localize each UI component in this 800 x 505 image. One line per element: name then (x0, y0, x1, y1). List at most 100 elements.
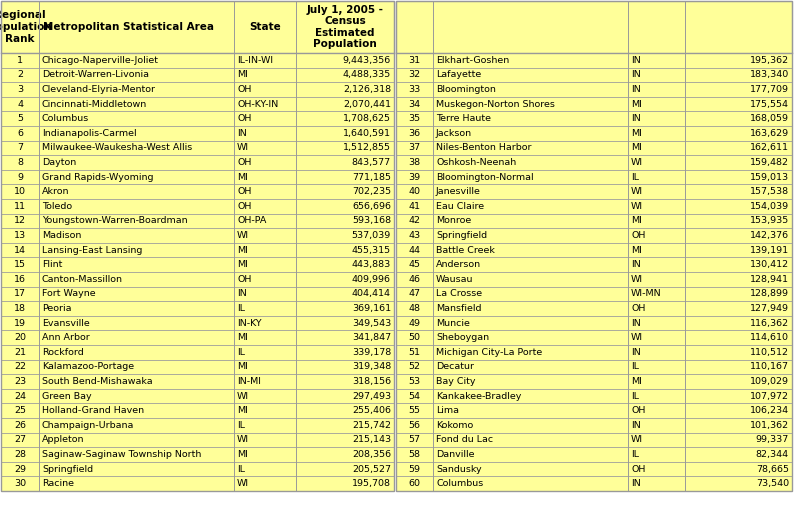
Bar (396, 301, 792, 316)
Bar (1, 447, 394, 462)
Text: WI: WI (631, 187, 643, 196)
Text: 7: 7 (17, 143, 23, 153)
Bar (1, 170, 394, 184)
Text: Kalamazoo-Portage: Kalamazoo-Portage (42, 363, 134, 371)
Text: 163,629: 163,629 (750, 129, 789, 138)
Text: IL: IL (631, 173, 639, 182)
Bar (396, 140, 792, 155)
Text: 843,577: 843,577 (352, 158, 391, 167)
Text: OH: OH (237, 187, 251, 196)
Text: 5: 5 (17, 114, 23, 123)
Text: 46: 46 (409, 275, 421, 284)
Text: 22: 22 (14, 363, 26, 371)
Text: 45: 45 (409, 260, 421, 269)
Bar (1, 272, 394, 287)
Text: 157,538: 157,538 (750, 187, 789, 196)
Text: Muncie: Muncie (436, 319, 470, 328)
Text: 13: 13 (14, 231, 26, 240)
Text: 1,512,855: 1,512,855 (343, 143, 391, 153)
Text: OH: OH (631, 304, 646, 313)
Text: 175,554: 175,554 (750, 99, 789, 109)
Bar (1, 316, 394, 330)
Text: 30: 30 (14, 479, 26, 488)
Text: 195,362: 195,362 (750, 56, 789, 65)
Text: 51: 51 (409, 348, 421, 357)
Text: 159,482: 159,482 (750, 158, 789, 167)
Text: 9: 9 (17, 173, 23, 182)
Text: WI: WI (237, 391, 249, 400)
Text: Flint: Flint (42, 260, 62, 269)
Text: Rockford: Rockford (42, 348, 84, 357)
Text: 339,178: 339,178 (352, 348, 391, 357)
Text: 183,340: 183,340 (750, 70, 789, 79)
Bar (1, 53, 394, 68)
Text: 255,406: 255,406 (352, 406, 391, 415)
Text: IN: IN (631, 70, 641, 79)
Text: 38: 38 (409, 158, 421, 167)
Text: Janesville: Janesville (436, 187, 481, 196)
Text: 205,527: 205,527 (352, 465, 391, 474)
Bar (396, 112, 792, 126)
Bar (1, 360, 394, 374)
Bar (1, 389, 394, 403)
Text: 128,941: 128,941 (750, 275, 789, 284)
Text: 26: 26 (14, 421, 26, 430)
Bar (1, 433, 394, 447)
Bar (1, 68, 394, 82)
Text: IN: IN (631, 348, 641, 357)
Text: 57: 57 (409, 435, 421, 444)
Text: Ann Arbor: Ann Arbor (42, 333, 90, 342)
Bar (1, 418, 394, 433)
Text: 656,696: 656,696 (352, 202, 391, 211)
Text: Cleveland-Elyria-Mentor: Cleveland-Elyria-Mentor (42, 85, 156, 94)
Text: IL: IL (237, 465, 245, 474)
Bar (1, 287, 394, 301)
Text: 12: 12 (14, 217, 26, 225)
Text: Youngstown-Warren-Boardman: Youngstown-Warren-Boardman (42, 217, 188, 225)
Bar (396, 243, 792, 258)
Bar (396, 68, 792, 82)
Bar (396, 360, 792, 374)
Text: 8: 8 (17, 158, 23, 167)
Text: Niles-Benton Harbor: Niles-Benton Harbor (436, 143, 531, 153)
Text: July 1, 2005 -
Census
Estimated
Population: July 1, 2005 - Census Estimated Populati… (306, 5, 383, 49)
Text: 1,708,625: 1,708,625 (343, 114, 391, 123)
Text: Green Bay: Green Bay (42, 391, 92, 400)
Text: 110,167: 110,167 (750, 363, 789, 371)
Text: 153,935: 153,935 (750, 217, 789, 225)
Text: Lima: Lima (436, 406, 459, 415)
Text: 58: 58 (409, 450, 421, 459)
Text: 49: 49 (409, 319, 421, 328)
Text: OH-KY-IN: OH-KY-IN (237, 99, 278, 109)
Text: Jackson: Jackson (436, 129, 472, 138)
Bar (396, 214, 792, 228)
Text: 1,640,591: 1,640,591 (343, 129, 391, 138)
Text: OH: OH (237, 202, 251, 211)
Text: Bay City: Bay City (436, 377, 475, 386)
Text: 409,996: 409,996 (352, 275, 391, 284)
Text: 116,362: 116,362 (750, 319, 789, 328)
Bar (396, 345, 792, 360)
Text: 32: 32 (409, 70, 421, 79)
Text: 10: 10 (14, 187, 26, 196)
Text: WI: WI (237, 143, 249, 153)
Text: 43: 43 (409, 231, 421, 240)
Text: Indianapolis-Carmel: Indianapolis-Carmel (42, 129, 137, 138)
Text: 443,883: 443,883 (352, 260, 391, 269)
Text: Decatur: Decatur (436, 363, 474, 371)
Text: 27: 27 (14, 435, 26, 444)
Text: 109,029: 109,029 (750, 377, 789, 386)
Text: South Bend-Mishawaka: South Bend-Mishawaka (42, 377, 153, 386)
Text: IN: IN (631, 85, 641, 94)
Text: OH-PA: OH-PA (237, 217, 266, 225)
Bar (396, 1, 792, 491)
Text: 2: 2 (17, 70, 23, 79)
Text: IN-KY: IN-KY (237, 319, 262, 328)
Bar (396, 258, 792, 272)
Text: 215,143: 215,143 (352, 435, 391, 444)
Text: MI: MI (237, 260, 248, 269)
Bar (396, 374, 792, 389)
Text: 537,039: 537,039 (352, 231, 391, 240)
Text: 60: 60 (409, 479, 421, 488)
Bar (1, 476, 394, 491)
